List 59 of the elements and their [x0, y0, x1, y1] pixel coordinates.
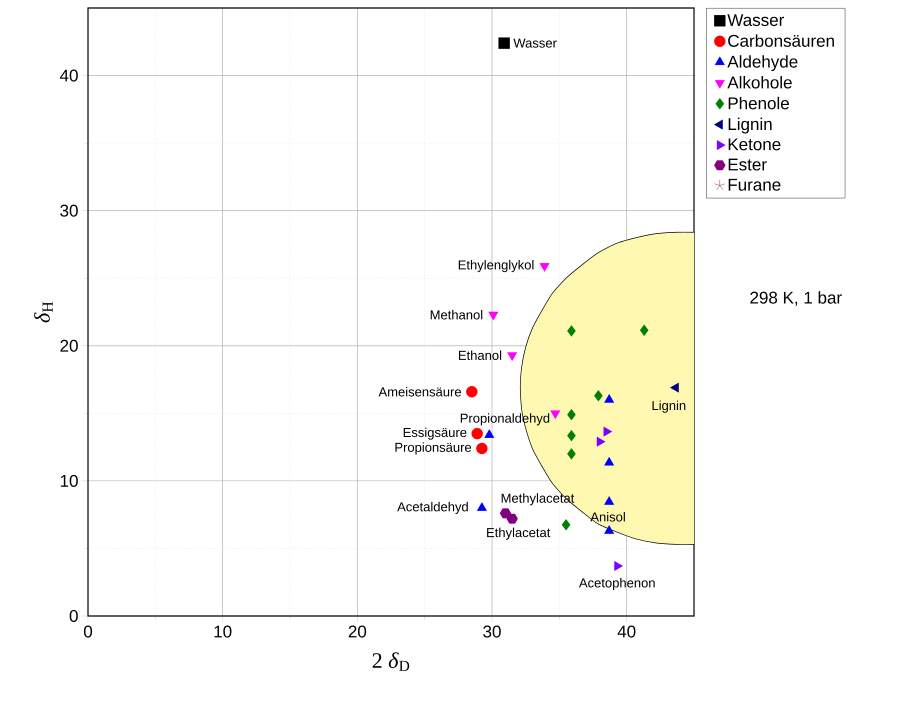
point [604, 426, 612, 437]
y-axis-title: δ$_{H}$ [34, 302, 53, 322]
y-tick-label: 40 [60, 70, 78, 82]
point [594, 390, 603, 402]
annotation: Acetophenon [578, 578, 655, 590]
annotation: Anisol [590, 512, 625, 522]
annotation: Lignin [652, 400, 686, 413]
point [500, 508, 512, 518]
legend-label: Alkohole [727, 76, 792, 89]
annotation: Ethanol [458, 350, 502, 360]
point [498, 37, 510, 49]
legend-label: Lignin [728, 118, 772, 134]
point [562, 519, 570, 530]
x-tick-label: 30 [483, 626, 501, 638]
point [488, 312, 498, 320]
x-tick-label: 10 [214, 626, 232, 638]
y-tick-label: 20 [60, 340, 78, 352]
point [471, 428, 483, 440]
x-tick-label: 40 [618, 626, 636, 638]
legend-label: Carbonsäuren [728, 34, 834, 47]
point [466, 386, 478, 398]
text: 298 K, 1 bar [750, 291, 842, 306]
y-tick-label: 0 [70, 610, 78, 622]
point [604, 496, 614, 505]
point [484, 429, 494, 438]
point [567, 325, 576, 337]
annotation: Wasser [513, 38, 557, 48]
point [640, 324, 648, 336]
legend-label: Aldehyde [727, 55, 798, 72]
legend-label: Ester [728, 158, 767, 171]
point [604, 525, 614, 534]
point [476, 502, 487, 511]
point [567, 448, 576, 460]
annotation: Methanol [430, 310, 482, 320]
point [614, 561, 623, 571]
y-tick-label: 30 [60, 204, 78, 217]
point [476, 442, 488, 454]
x-tick-label: 20 [348, 626, 366, 638]
point [604, 456, 614, 466]
annotation: Ethylacetat [487, 528, 550, 540]
annotation: Essigsäure [404, 428, 466, 440]
point [604, 394, 614, 403]
point [567, 408, 576, 420]
x-tick-label: 0 [84, 626, 92, 638]
point [507, 352, 518, 361]
annotation: Ameisensäure [378, 386, 462, 396]
legend-label: Ketone [728, 138, 780, 150]
annotation: Propionsäure [395, 442, 472, 455]
legend-label: Wasser [727, 14, 784, 26]
annotation: Acetaldehyd [397, 502, 468, 514]
point [596, 436, 606, 447]
legend-label: Furane [728, 178, 780, 191]
x-axis-title: 2 δ$_{D}$ [372, 652, 410, 671]
annotation: Ethylenglykol [458, 260, 534, 272]
point [506, 514, 518, 524]
point [567, 430, 576, 442]
y-tick-label: 10 [60, 474, 78, 487]
legend-label: Phenole [728, 96, 789, 110]
point [540, 263, 550, 272]
